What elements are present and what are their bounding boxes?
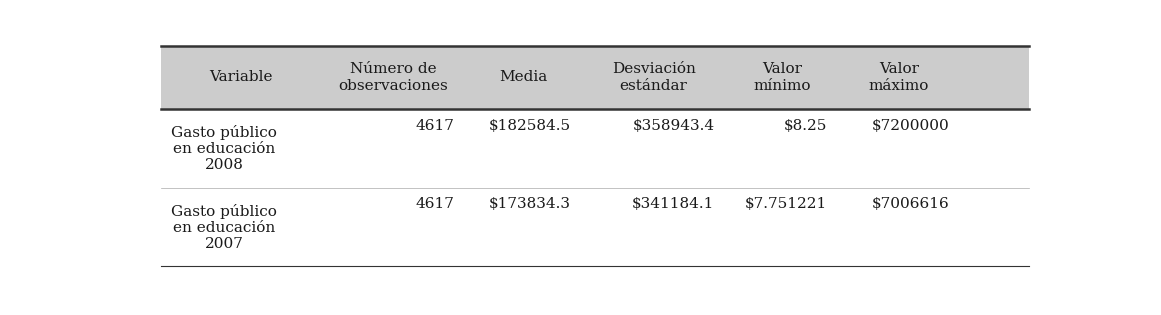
Text: 4617: 4617 (414, 119, 454, 133)
Text: $8.25: $8.25 (784, 119, 828, 133)
Text: Gasto público
en educación
2007: Gasto público en educación 2007 (172, 203, 277, 251)
Text: $173834.3: $173834.3 (489, 198, 571, 211)
Text: 4617: 4617 (414, 198, 454, 211)
Text: Valor
máximo: Valor máximo (868, 62, 929, 93)
Text: $7200000: $7200000 (872, 119, 949, 133)
Bar (160, 45, 1030, 109)
Bar (160, 109, 1030, 188)
Text: Desviación
estándar: Desviación estándar (612, 62, 695, 93)
Text: Gasto público
en educación
2008: Gasto público en educación 2008 (172, 125, 277, 172)
Text: Variable: Variable (209, 71, 273, 84)
Text: $358943.4: $358943.4 (633, 119, 714, 133)
Text: $182584.5: $182584.5 (489, 119, 571, 133)
Text: $7006616: $7006616 (872, 198, 949, 211)
Text: $341184.1: $341184.1 (632, 198, 714, 211)
Text: $7.751221: $7.751221 (745, 198, 828, 211)
Text: Número de
observaciones: Número de observaciones (338, 62, 448, 93)
Bar (160, 188, 1030, 266)
Text: Media: Media (499, 71, 548, 84)
Text: Valor
mínimo: Valor mínimo (753, 62, 810, 93)
